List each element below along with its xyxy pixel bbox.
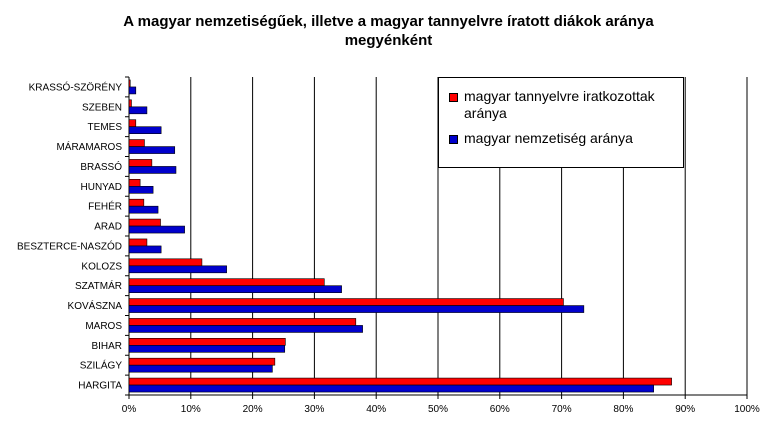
- bar-nationality: [128, 345, 286, 353]
- bar-enrolled: [128, 238, 148, 247]
- bar-nationality: [128, 166, 177, 174]
- chart-title-line-2: megyénként: [344, 32, 433, 49]
- category-label: ARAD: [94, 222, 122, 233]
- bar-nationality: [128, 225, 185, 234]
- bar-enrolled: [128, 139, 145, 147]
- bar-nationality: [128, 186, 154, 194]
- bar-nationality: [128, 146, 176, 154]
- category-label: KRASSÓ-SZÖRÉNY: [29, 80, 123, 93]
- category-label: KOVÁSZNA: [68, 299, 123, 312]
- bar-enrolled: [128, 198, 145, 207]
- x-tick-label: 70%: [552, 404, 572, 415]
- bar-nationality: [128, 305, 585, 313]
- category-label: SZEBEN: [82, 102, 122, 113]
- category-label: HUNYAD: [81, 182, 122, 193]
- bar-nationality: [128, 364, 273, 373]
- bar-nationality: [128, 265, 227, 274]
- x-tick-label: 100%: [734, 404, 760, 415]
- bar-enrolled: [128, 119, 137, 127]
- x-tick-label: 60%: [490, 404, 510, 415]
- x-tick-label: 30%: [304, 404, 324, 415]
- bar-enrolled: [128, 258, 203, 267]
- bar-enrolled: [128, 377, 672, 386]
- x-tick-label: 40%: [366, 404, 386, 415]
- bar-nationality: [128, 325, 363, 333]
- x-tick-label: 0%: [122, 404, 137, 415]
- category-label: BRASSÓ: [80, 160, 122, 173]
- bar-enrolled: [128, 218, 161, 227]
- x-tick-label: 50%: [428, 404, 448, 415]
- bar-nationality: [128, 384, 654, 393]
- x-tick-label: 10%: [181, 404, 201, 415]
- legend-swatch-nationality: [449, 135, 458, 144]
- legend-item-nationality: magyar nemzetiség aránya: [449, 130, 675, 147]
- category-label: MAROS: [85, 321, 122, 332]
- category-label: BIHAR: [91, 341, 122, 352]
- chart-title: A magyar nemzetiségűek, illetve a magyar…: [0, 12, 777, 50]
- bar-nationality: [128, 106, 148, 115]
- chart-title-line-1: A magyar nemzetiségűek, illetve a magyar…: [123, 13, 654, 30]
- category-label: KOLOZS: [81, 261, 122, 272]
- category-label: TEMES: [88, 122, 123, 133]
- legend-swatch-enrolled: [449, 93, 458, 102]
- category-label: FEHÉR: [88, 200, 122, 213]
- bar-nationality: [128, 285, 342, 293]
- bar-enrolled: [128, 318, 357, 326]
- bar-nationality: [128, 205, 159, 214]
- bar-enrolled: [128, 79, 131, 88]
- x-tick-label: 90%: [675, 404, 695, 415]
- legend-label-nationality: magyar nemzetiség aránya: [464, 130, 633, 146]
- chart-legend: magyar tannyelvre iratkozottak aránya ma…: [438, 77, 684, 168]
- bar-nationality: [128, 86, 137, 95]
- x-tick-label: 20%: [243, 404, 263, 415]
- category-label: BESZTERCE-NASZÓD: [17, 239, 122, 252]
- category-label: SZATMÁR: [75, 279, 122, 292]
- legend-item-enrolled: magyar tannyelvre iratkozottak aránya: [449, 88, 675, 122]
- bar-enrolled: [128, 357, 276, 366]
- category-label: MÁRAMAROS: [56, 140, 122, 153]
- bar-enrolled: [128, 298, 564, 306]
- legend-label-enrolled: magyar tannyelvre iratkozottak aránya: [464, 88, 655, 121]
- bar-nationality: [128, 245, 162, 254]
- category-label: SZILÁGY: [80, 359, 123, 372]
- category-label: HARGITA: [78, 381, 122, 392]
- bar-nationality: [128, 126, 162, 134]
- bar-enrolled: [128, 278, 325, 286]
- bar-enrolled: [128, 159, 153, 167]
- bar-enrolled: [128, 338, 286, 346]
- bar-enrolled: [128, 99, 132, 108]
- x-tick-label: 80%: [613, 404, 633, 415]
- bar-enrolled: [128, 179, 141, 187]
